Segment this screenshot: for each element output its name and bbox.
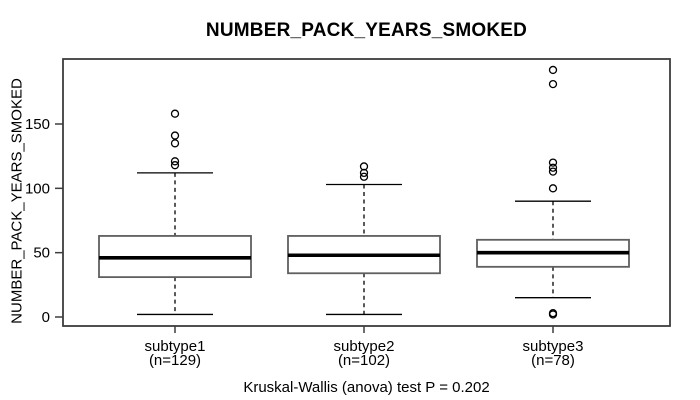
y-axis-tick-label: 0 — [42, 309, 50, 326]
outlier-point — [548, 163, 558, 172]
outlier-point — [170, 131, 180, 140]
group-n-label: (n=129) — [149, 352, 201, 369]
outlier-point — [548, 167, 558, 176]
boxplot-group-subtype2: subtype2(n=102) — [287, 162, 441, 369]
outlier-point — [170, 157, 180, 166]
outlier-point — [548, 184, 558, 193]
group-n-label: (n=78) — [531, 352, 575, 369]
plot-frame — [62, 58, 671, 327]
statistical-test-caption: Kruskal-Wallis (anova) test P = 0.202 — [243, 379, 490, 396]
group-label: subtype3 — [523, 338, 584, 355]
y-axis-tick-label: 50 — [33, 245, 50, 262]
group-label: subtype1 — [145, 338, 206, 355]
outlier-point — [359, 172, 369, 181]
outlier-point — [170, 109, 180, 118]
outlier-point — [548, 79, 558, 89]
outlier-point — [170, 161, 180, 170]
outlier-point — [548, 65, 558, 75]
outlier-point — [548, 308, 558, 318]
group-label: subtype2 — [334, 338, 395, 355]
outlier-point — [548, 158, 558, 167]
boxplot-group-subtype3: subtype3(n=78) — [476, 65, 630, 369]
chart-title: NUMBER_PACK_YEARS_SMOKED — [205, 20, 528, 41]
y-axis-tick-label: 150 — [25, 116, 50, 133]
boxplot-group-subtype1: subtype1(n=129) — [98, 109, 252, 369]
group-n-label: (n=102) — [338, 352, 390, 369]
outlier-point — [170, 139, 180, 148]
outlier-point — [359, 162, 369, 171]
y-axis-tick-label: 100 — [25, 180, 50, 197]
